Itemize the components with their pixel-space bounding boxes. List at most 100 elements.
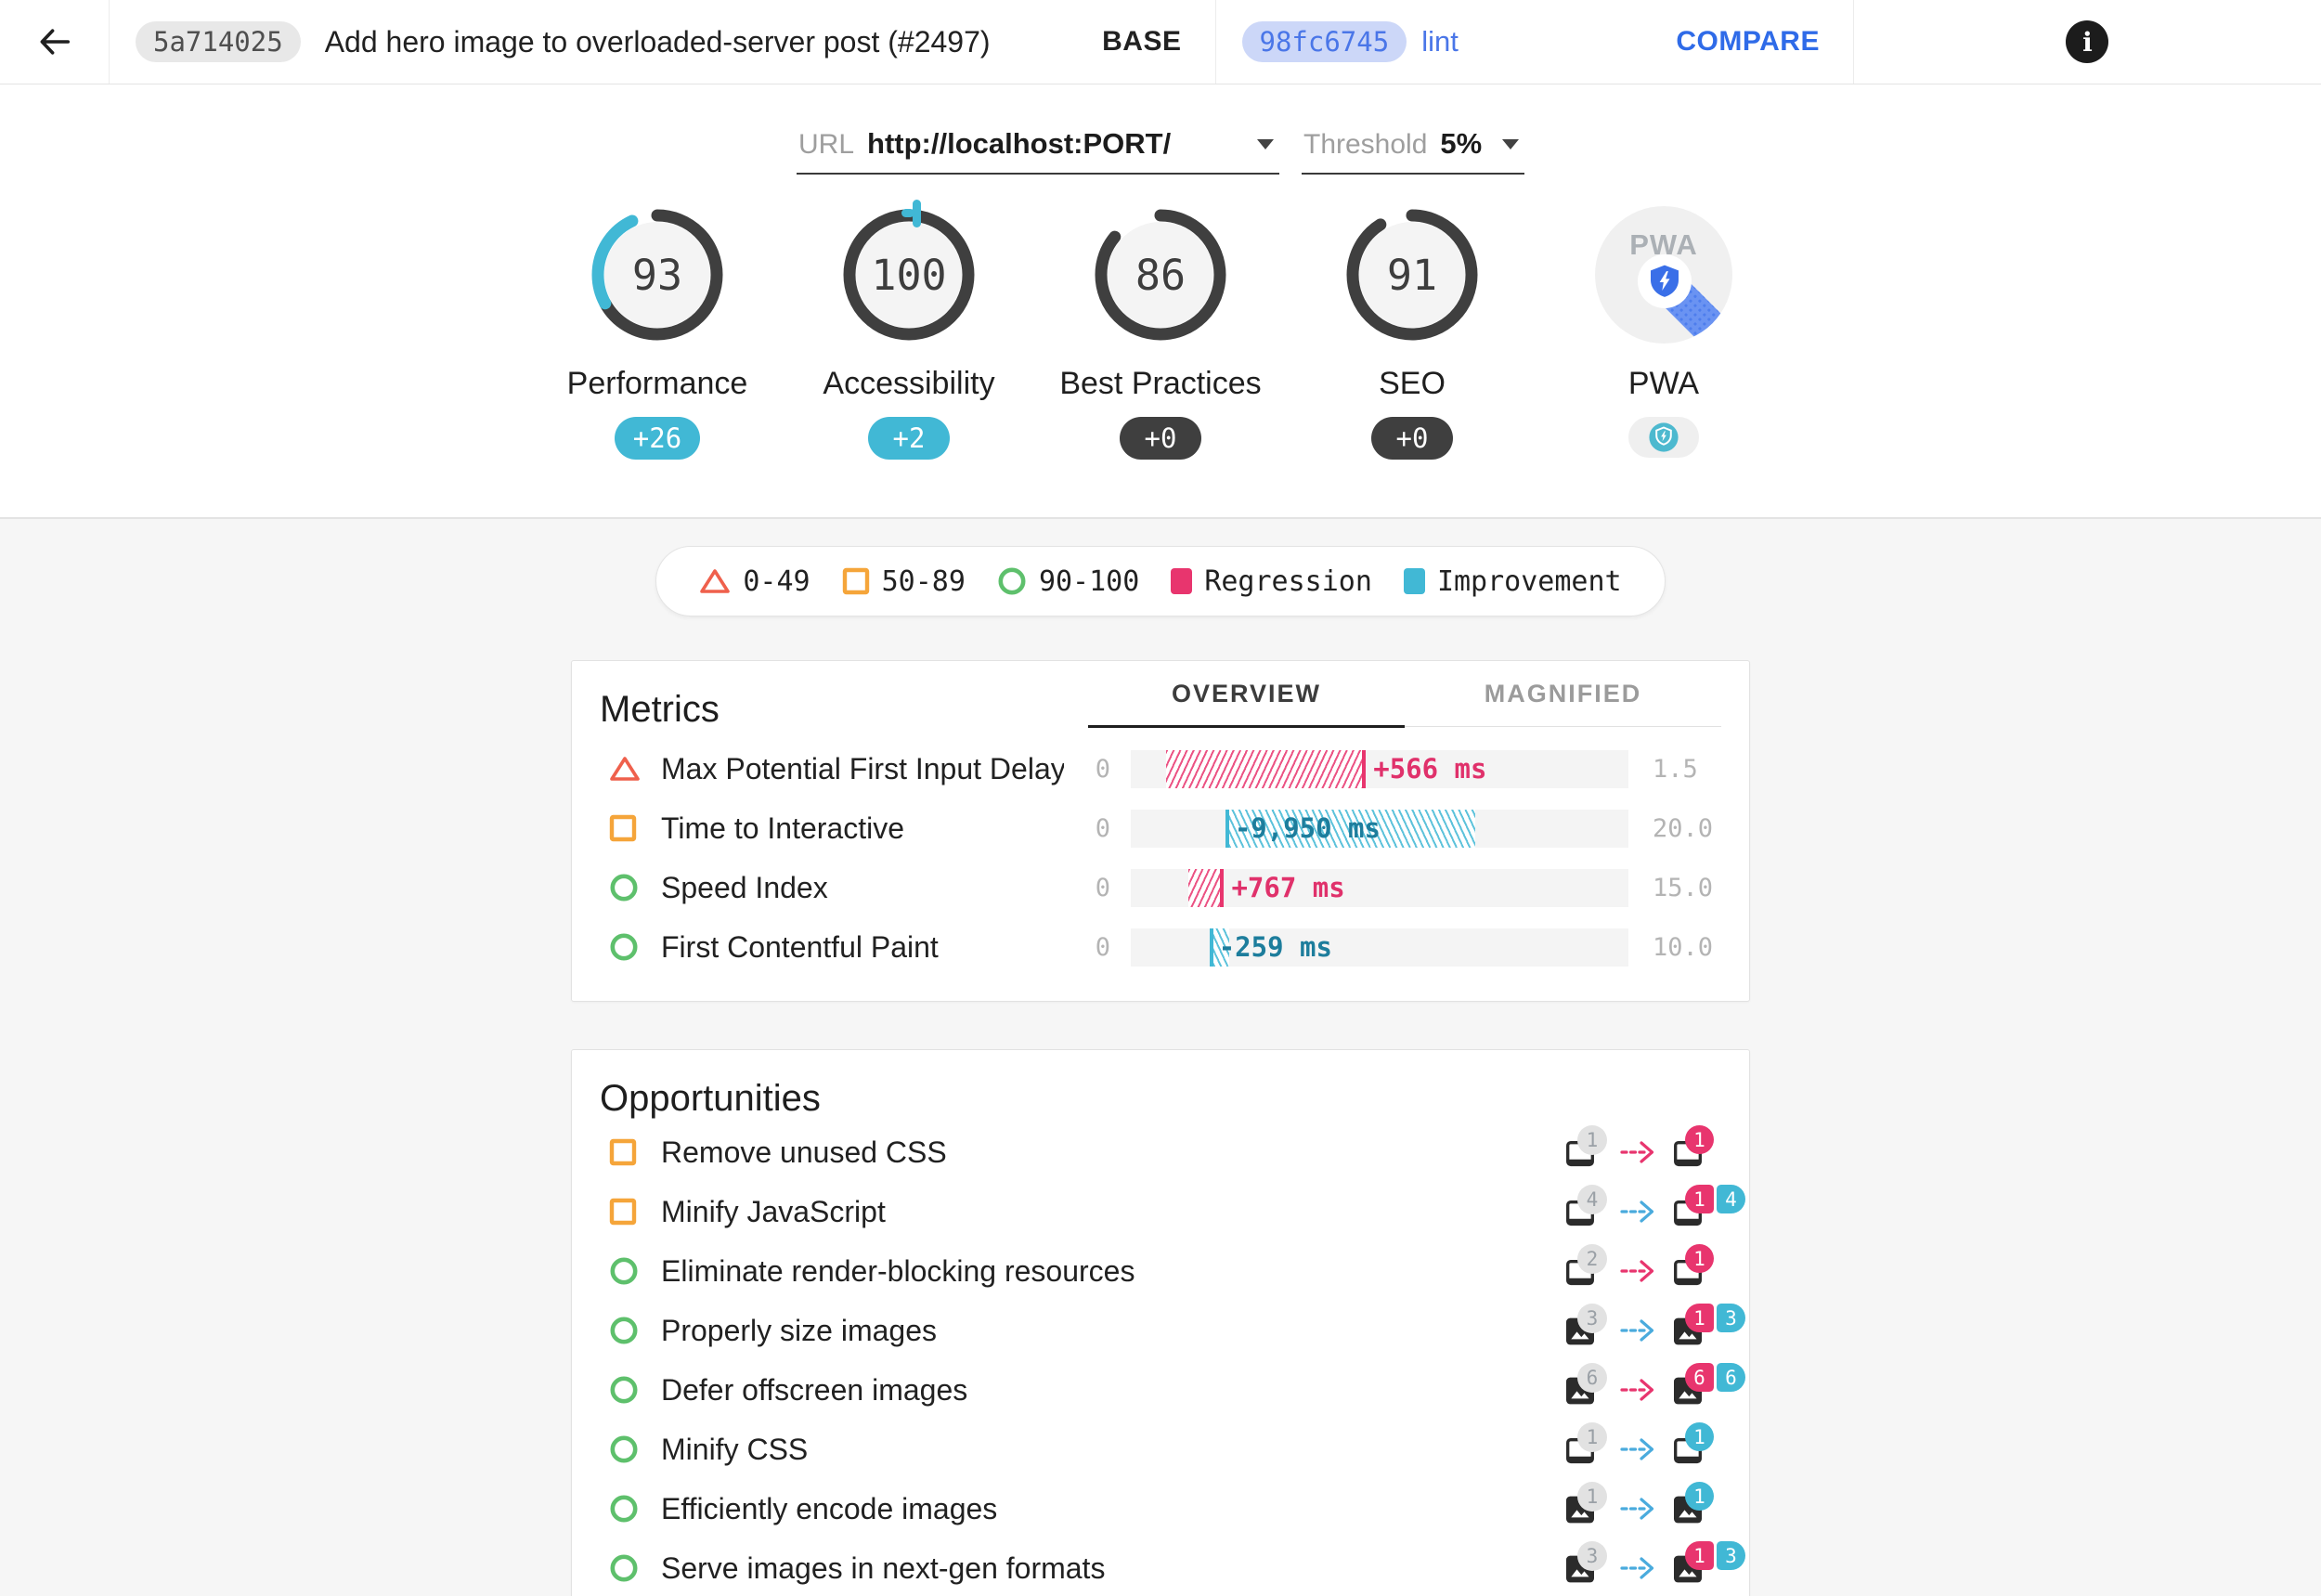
opportunity-row[interactable]: Minify JavaScript 4	[600, 1182, 1745, 1241]
legend-item: 0-49	[699, 565, 810, 598]
gauge-score-value: 86	[1135, 250, 1186, 300]
metric-diff-hatch	[1209, 928, 1229, 967]
opportunity-label: Serve images in next-gen formats	[661, 1551, 1106, 1585]
report-controls: URL http://localhost:PORT/ Threshold 5%	[0, 84, 2321, 175]
chevron-down-icon	[1502, 138, 1519, 149]
pass-circle-icon	[610, 1376, 638, 1404]
metric-min-value: 0	[1095, 754, 1110, 784]
opportunity-row[interactable]: Minify CSS 1	[600, 1420, 1721, 1479]
base-commit-hash[interactable]: 5a714025	[136, 21, 301, 62]
opportunity-row[interactable]: Defer offscreen images 6	[600, 1360, 1745, 1420]
score-delta-badge: +0	[1120, 417, 1201, 460]
base-count-badge: 1	[1577, 1482, 1607, 1512]
metric-row[interactable]: Speed Index 0 +767 ms 15.0	[600, 858, 1721, 917]
header-divider	[1852, 0, 1854, 84]
opportunity-rows: Remove unused CSS 1	[600, 1122, 1745, 1596]
compare-button[interactable]: COMPARE	[1670, 25, 1825, 58]
summary-section: URL http://localhost:PORT/ Threshold 5% …	[0, 84, 2321, 517]
metric-row[interactable]: Time to Interactive 0 -9,950 ms 20.0	[600, 798, 1721, 858]
metric-max-value: 10.0	[1653, 932, 1714, 962]
compare-count-badges: 1	[1685, 1482, 1714, 1511]
base-label: BASE	[1102, 26, 1182, 57]
base-asset: 6	[1562, 1363, 1608, 1411]
base-count-badge: 3	[1577, 1541, 1607, 1571]
metric-row[interactable]: First Contentful Paint 0 -259 ms 10.0	[600, 917, 1721, 977]
gauge-dial: 86	[1092, 206, 1229, 344]
metric-row[interactable]: Max Potential First Input Delay 0 +566 m…	[600, 739, 1721, 798]
opportunity-row[interactable]: Properly size images 3	[600, 1301, 1745, 1360]
url-select[interactable]: URL http://localhost:PORT/	[797, 127, 1279, 175]
opportunity-label: Efficiently encode images	[661, 1491, 998, 1525]
base-asset: 3	[1562, 1541, 1608, 1590]
tab-overview[interactable]: OVERVIEW	[1088, 661, 1405, 728]
diff-arrow-icon	[1619, 1317, 1658, 1344]
legend-item-label: Improvement	[1436, 564, 1622, 598]
gauge-arc	[1095, 209, 1226, 341]
score-delta-badge: +2	[868, 417, 950, 460]
compare-count-badges: 1	[1685, 1244, 1714, 1273]
compare-count-badges: 1	[1685, 1422, 1714, 1451]
gauge-category-label: Performance	[566, 366, 748, 401]
metric-diff-hatch	[1225, 809, 1476, 848]
pass-circle-icon	[610, 1435, 638, 1463]
compare-asset: 1	[1669, 1244, 1716, 1292]
base-count-badge: 4	[1577, 1185, 1607, 1214]
average-square-icon	[842, 567, 869, 595]
base-count-badge: 6	[1577, 1363, 1607, 1393]
pass-circle-icon	[610, 1495, 638, 1523]
improvement-tick	[901, 200, 921, 227]
gauge-category-label: Accessibility	[823, 366, 995, 401]
compare-build-section: 98fc6745 lint COMPARE i	[1216, 0, 2321, 84]
metric-delta-label: -259 ms	[1218, 931, 1332, 963]
audits-section: 0-49 50-89 90-100 Regression Improvement…	[0, 517, 2321, 1596]
opportunity-label: Eliminate render-blocking resources	[661, 1253, 1135, 1288]
pass-circle-icon	[610, 874, 638, 902]
compare-commit-hash[interactable]: 98fc6745	[1241, 21, 1407, 62]
opportunity-row[interactable]: Eliminate render-blocking resources 2	[600, 1241, 1721, 1301]
metric-label: Speed Index	[661, 870, 828, 904]
regression-count-badge: 1	[1685, 1541, 1714, 1570]
back-button[interactable]	[0, 0, 110, 84]
chevron-down-icon	[1257, 138, 1274, 149]
threshold-select[interactable]: Threshold 5%	[1302, 127, 1524, 175]
build-title: Add hero image to overloaded-server post…	[324, 24, 991, 58]
base-asset: 4	[1562, 1185, 1608, 1233]
pass-circle-icon	[610, 1317, 638, 1344]
diff-arrow-icon	[1619, 1495, 1658, 1523]
legend-item: Improvement	[1403, 564, 1622, 598]
score-gauge: 86 Best Practices +0	[1035, 206, 1287, 460]
gauge-arc	[591, 209, 723, 341]
average-square-icon	[609, 1138, 637, 1166]
threshold-select-value: 5%	[1440, 127, 1483, 160]
gauge-arc	[1346, 209, 1478, 341]
legend-item: Regression	[1171, 565, 1372, 598]
info-icon[interactable]: i	[2066, 20, 2109, 63]
metric-diff-hatch	[1165, 749, 1367, 788]
opportunity-label: Remove unused CSS	[661, 1135, 947, 1169]
base-build-section: 5a714025 Add hero image to overloaded-se…	[110, 0, 1216, 84]
metrics-card: Metrics OVERVIEW MAGNIFIED Max Potential…	[571, 660, 1750, 1002]
improvement-count-badge: 3	[1717, 1541, 1745, 1570]
metrics-tabs: OVERVIEW MAGNIFIED	[1088, 661, 1721, 728]
opportunity-label: Minify JavaScript	[661, 1194, 886, 1228]
metric-min-value: 0	[1095, 873, 1110, 902]
opportunity-row[interactable]: Efficiently encode images 1	[600, 1479, 1721, 1538]
opportunity-row[interactable]: Serve images in next-gen formats 3	[600, 1538, 1745, 1596]
opportunity-row[interactable]: Remove unused CSS 1	[600, 1122, 1721, 1182]
metric-diff-bar: +566 ms	[1131, 749, 1628, 788]
base-count-badge: 3	[1577, 1304, 1607, 1333]
metric-delta-label: -9,950 ms	[1234, 812, 1381, 844]
base-count-badge: 1	[1577, 1125, 1607, 1155]
metric-rows: Max Potential First Input Delay 0 +566 m…	[600, 739, 1721, 977]
threshold-select-label: Threshold	[1303, 129, 1428, 160]
gauge-dial: 91	[1343, 206, 1481, 344]
tab-magnified[interactable]: MAGNIFIED	[1484, 679, 1642, 707]
improvement-swatch-icon	[1403, 568, 1425, 594]
legend-item-label: 90-100	[1038, 564, 1140, 598]
opportunity-diff: 1 1	[1562, 1482, 1716, 1530]
